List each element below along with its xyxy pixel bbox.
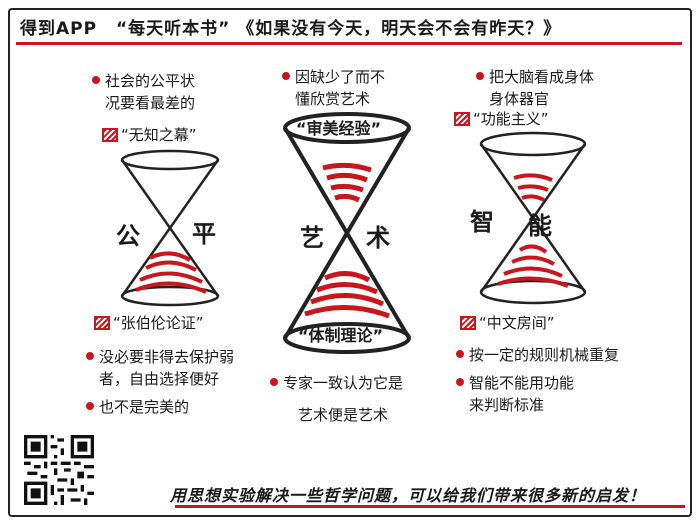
intelligence-title-left: 智	[470, 208, 494, 236]
intelligence-bottom-concept: “中文房间”	[460, 312, 555, 334]
bullet-icon	[456, 350, 464, 358]
intelligence-top-concept: “功能主义”	[454, 108, 549, 130]
concept-badge-icon	[460, 316, 476, 330]
header-underline	[16, 42, 682, 45]
intelligence-title-right: 能	[528, 212, 552, 240]
art-bottom-concept: “体制理论”	[298, 326, 384, 345]
fairness-title-right: 平	[192, 220, 216, 248]
concept-badge-icon	[102, 128, 118, 142]
qr-code-icon	[24, 435, 94, 505]
concept-badge-icon	[94, 316, 110, 330]
bullet-icon	[476, 72, 484, 80]
book-title: 《如果没有今天，明天会不会有昨天？》	[237, 19, 562, 39]
intelligence-hourglass-icon	[479, 131, 587, 305]
series-label: “每天听本书”	[116, 19, 231, 39]
brand-label: 得到APP	[20, 19, 98, 39]
art-top-note: 因缺少了而不 懂欣赏艺术	[282, 66, 385, 110]
bullet-icon	[456, 378, 464, 386]
page-header: 得到APP “每天听本书” 《如果没有今天，明天会不会有昨天？》	[20, 14, 561, 39]
intelligence-note-b: 智能不能用功能 来判断标准	[456, 372, 574, 416]
bullet-icon	[86, 402, 94, 410]
art-hourglass-icon	[283, 112, 411, 354]
fairness-title-left: 公	[116, 222, 140, 250]
fairness-top-concept: “无知之幕”	[102, 124, 197, 146]
fairness-top-note: 社会的公平状 况要看最差的	[92, 70, 195, 114]
art-top-concept: “审美经验”	[296, 119, 382, 138]
fairness-bottom-concept: “张伯伦论证”	[94, 312, 204, 334]
bullet-icon	[92, 76, 100, 84]
intelligence-top-note: 把大脑看成身体 身体器官	[476, 66, 594, 110]
art-note-b: 艺术便是艺术	[298, 406, 389, 424]
bullet-icon	[270, 378, 278, 386]
page-frame	[8, 8, 692, 517]
footer-underline	[175, 505, 685, 508]
art-title-left: 艺	[300, 224, 324, 252]
footer-slogan: 用思想实验解决一些哲学问题，可以给我们带来很多新的启发！	[170, 486, 647, 505]
art-title-right: 术	[366, 224, 390, 252]
art-note-a: 专家一致认为它是	[270, 372, 403, 394]
fairness-note-a: 没必要非得去保护弱 者，自由选择便好	[86, 346, 234, 390]
bullet-icon	[86, 352, 94, 360]
intelligence-note-a: 按一定的规则机械重复	[456, 344, 619, 366]
fairness-note-b: 也不是完美的	[86, 396, 189, 418]
bullet-icon	[282, 72, 290, 80]
fairness-hourglass-icon	[120, 149, 220, 307]
concept-badge-icon	[454, 112, 470, 126]
